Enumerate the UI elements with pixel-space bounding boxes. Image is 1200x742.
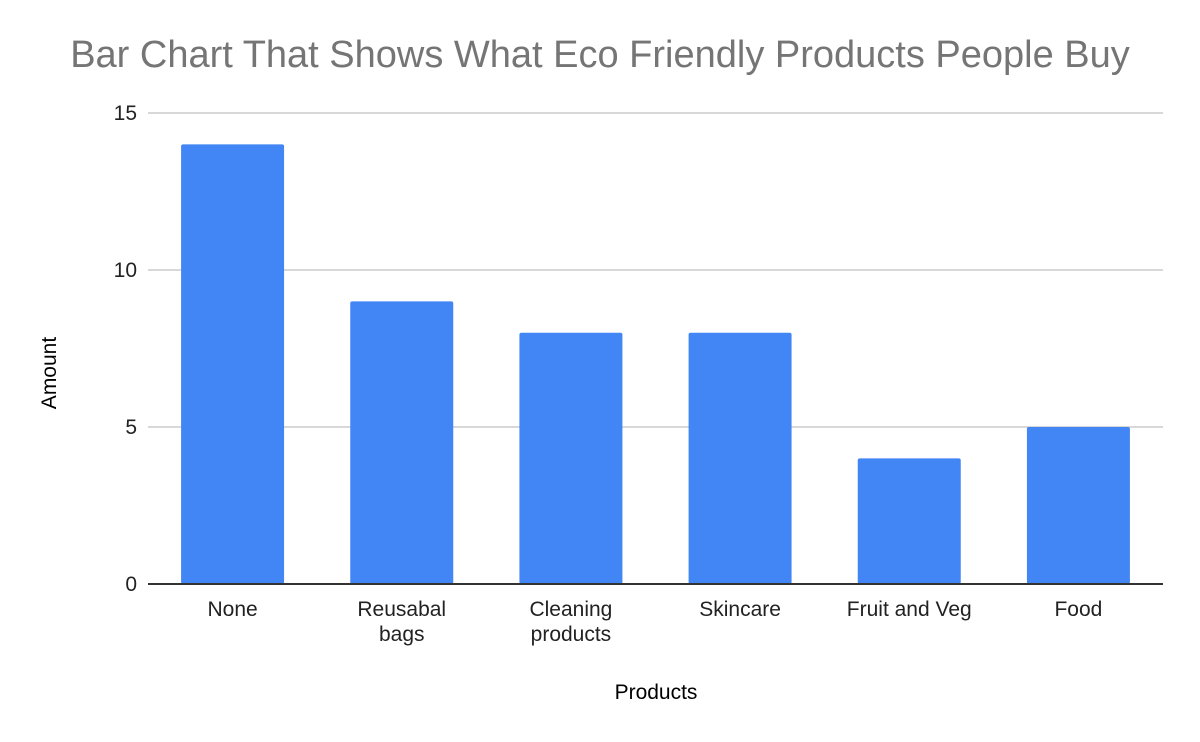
bar-cleaning-products [519, 332, 623, 584]
x-tick-label-fruit-and-veg: Fruit and Veg [847, 598, 972, 621]
y-tick-label-15: 15 [114, 102, 137, 125]
labels: 0 5 10 15 None Reusabal bags Cleaning products Sk… [114, 102, 1103, 646]
bar-skincare [688, 332, 792, 584]
y-tick-label-10: 10 [114, 259, 137, 282]
bar-food [1026, 427, 1130, 584]
x-axis-title: Products [615, 681, 698, 704]
bar-fruit-and-veg [857, 458, 961, 584]
y-tick-label-0: 0 [125, 573, 137, 596]
x-tick-label-cleaning-products: Cleaning products [529, 598, 612, 646]
bar-none [181, 144, 285, 584]
x-tick-label-food: Food [1054, 598, 1102, 621]
y-axis-title: Amount [38, 337, 61, 410]
chart-title: Bar Chart That Shows What Eco Friendly P… [70, 34, 1130, 76]
bar-reusabal-bags [350, 301, 454, 584]
x-tick-label-skincare: Skincare [699, 598, 781, 621]
x-tick-label-none: None [207, 598, 257, 621]
x-tick-label-reusabal-bags: Reusabal bags [357, 598, 446, 646]
y-tick-label-5: 5 [125, 416, 137, 439]
gridlines [148, 112, 1163, 428]
bars [181, 144, 1130, 584]
